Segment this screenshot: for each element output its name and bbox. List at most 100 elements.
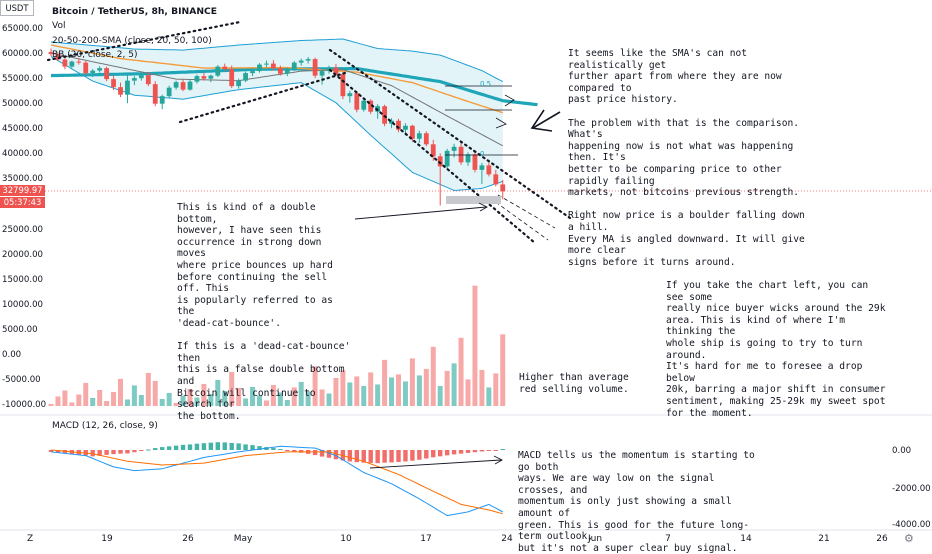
candle-body — [305, 59, 311, 61]
legend-bb[interactable]: BB (20, close, 2, 5) — [52, 50, 138, 60]
macd-histogram-bar — [180, 444, 186, 450]
candle-body — [368, 100, 374, 112]
macd-histogram-bar — [153, 448, 158, 450]
double-bottom-arrow-head — [478, 202, 488, 212]
candle-body — [326, 67, 332, 72]
fib-level-label: 0 — [480, 150, 485, 158]
candle-body — [486, 165, 492, 175]
candle-body — [472, 154, 478, 170]
candle-body — [423, 133, 429, 145]
trend-drawings — [46, 20, 572, 245]
candle-body — [215, 66, 221, 76]
legend-macd[interactable]: MACD (12, 26, close, 9) — [52, 421, 158, 431]
macd-histogram-bar — [382, 450, 387, 463]
resistance-dotted-line — [46, 20, 242, 62]
volume-bar — [138, 394, 144, 406]
candle-body — [284, 69, 290, 74]
volume-bar — [187, 388, 193, 406]
candle-body — [340, 74, 346, 97]
candle-body — [312, 59, 318, 76]
price-axis-tick: 50000.00 — [2, 99, 44, 110]
price-axis-tick: 5000.00 — [2, 324, 38, 335]
macd-histogram-bar — [333, 450, 339, 460]
volume-bar — [416, 375, 422, 406]
macd-histogram-bar — [458, 450, 464, 454]
volume-bar — [145, 372, 151, 406]
currency-button[interactable]: USDT — [0, 0, 34, 16]
candle-body — [111, 79, 116, 88]
candle-body — [194, 76, 200, 82]
macd-histogram-bar — [271, 448, 276, 450]
legend-volume[interactable]: Vol — [52, 21, 66, 31]
macd-histogram-bar — [410, 450, 415, 461]
countdown-badge: 05:37:43 — [0, 197, 45, 208]
candle-body — [250, 71, 255, 74]
volume-bar — [409, 358, 415, 406]
projection-dashed-line — [497, 194, 556, 229]
candle-body — [403, 125, 408, 130]
volume-bar — [166, 392, 172, 406]
time-axis-tick: May — [233, 534, 253, 544]
time-axis-tick: 14 — [740, 534, 752, 544]
bottom-zone-box — [446, 196, 501, 204]
channel-lower-dotted-line — [328, 68, 537, 245]
volume-bar — [90, 397, 96, 406]
volume-bar — [291, 387, 297, 406]
time-axis-tick: 21 — [818, 534, 830, 544]
candle-body — [347, 93, 353, 97]
time-axis-tick: 26 — [182, 534, 194, 544]
bb-upper-line — [50, 38, 504, 83]
macd-histogram-bar — [465, 450, 471, 453]
settings-gear-icon[interactable]: ⚙ — [904, 532, 914, 545]
fib-level-label: 0.5 — [480, 80, 492, 88]
price-axis-tick: 40000.00 — [2, 149, 44, 160]
candle-body — [465, 154, 471, 163]
candle-body — [208, 75, 214, 79]
volume-bar — [284, 399, 290, 406]
fib-arrow — [495, 117, 507, 129]
sma50-line — [50, 44, 504, 114]
volume-bar — [354, 376, 360, 406]
volume-bar — [465, 379, 471, 406]
pointer-arrow — [532, 111, 561, 129]
macd-histogram-bar — [326, 450, 332, 458]
legend-sma[interactable]: 20-50-200-SMA (close, 20, 50, 100) — [52, 36, 212, 46]
candle-body — [479, 165, 485, 170]
macd-histogram-bar — [139, 450, 144, 451]
volume-bar — [500, 334, 506, 406]
macd-histogram-bar — [493, 450, 498, 451]
macd-histogram-bar — [354, 450, 359, 463]
candle-body — [173, 82, 179, 88]
macd-histogram-bar — [250, 445, 255, 450]
volume-bar — [152, 380, 158, 406]
macd-histogram-bar — [444, 450, 450, 456]
price-axis-tick: 25000.00 — [2, 224, 44, 235]
volume-bar — [131, 385, 137, 406]
projection-dashed-line — [489, 197, 549, 241]
candle-body — [298, 60, 304, 63]
macd-arrow-head — [493, 455, 503, 465]
timezone-button[interactable]: Z — [27, 534, 34, 544]
volume-bar — [312, 366, 318, 406]
volume-bar — [437, 385, 443, 406]
volume-bar — [277, 392, 283, 406]
macd-annotation: MACD tells us the momentum is starting t… — [518, 450, 755, 554]
candle-body — [382, 106, 387, 124]
candle-body — [166, 87, 172, 97]
volume-bar — [430, 346, 436, 406]
volume-bar — [333, 377, 339, 406]
time-axis-tick: 10 — [340, 534, 352, 544]
macd-histogram-bar — [201, 443, 207, 450]
candle-body — [145, 75, 151, 85]
volume-bar — [375, 384, 381, 406]
price-axis-tick: 20000.00 — [2, 249, 44, 260]
macd-histogram-bar — [55, 450, 61, 453]
candle-body — [48, 52, 54, 55]
volume-bar — [479, 369, 485, 406]
macd-histogram-bar — [243, 444, 248, 450]
candle-body — [437, 156, 443, 167]
candle-body — [118, 87, 123, 95]
price-axis-tick: 45000.00 — [2, 124, 44, 135]
price-axis-tick: 55000.00 — [2, 74, 44, 85]
